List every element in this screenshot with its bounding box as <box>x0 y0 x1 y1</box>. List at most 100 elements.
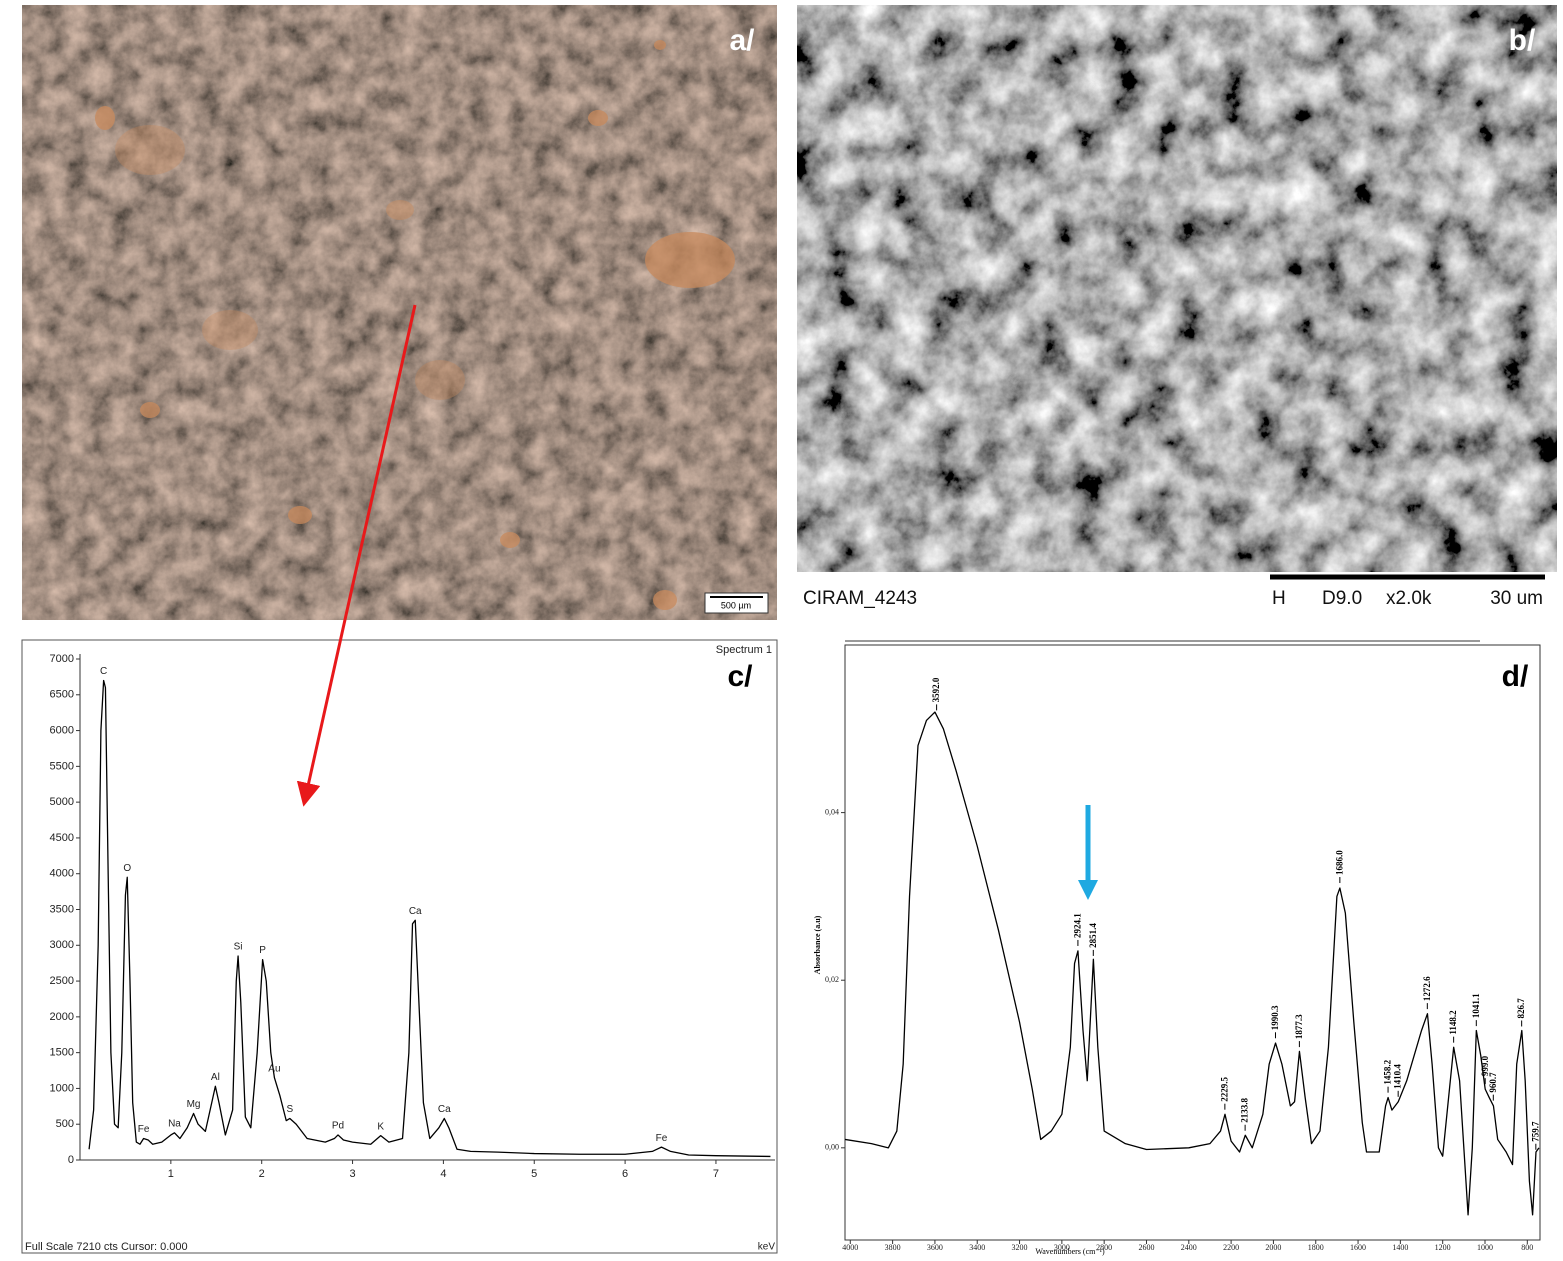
chart-title: Spectrum 1 <box>716 644 772 656</box>
x-tick-label: 2800 <box>1096 1243 1112 1252</box>
x-tick-label: 5 <box>531 1168 537 1180</box>
peak-annotation: C <box>100 666 107 677</box>
x-tick-label: 4000 <box>842 1243 858 1252</box>
x-axis-label: keV <box>758 1242 776 1253</box>
peak-annotation: Ca <box>409 906 422 917</box>
peak-label: 1410.4 <box>1393 1064 1403 1089</box>
spot <box>288 506 312 524</box>
peak-annotation: Na <box>168 1118 181 1129</box>
y-tick-label: 4000 <box>50 868 74 880</box>
panel-label: a/ <box>729 24 755 57</box>
spot <box>588 110 608 126</box>
magnification: x2.0k <box>1386 588 1432 609</box>
peak-label: 2133.8 <box>1240 1097 1250 1122</box>
y-tick-label: 0,04 <box>825 807 839 816</box>
peak-label: 1686.0 <box>1334 850 1344 875</box>
y-tick-label: 4500 <box>50 832 74 844</box>
x-tick-label: 3200 <box>1012 1243 1028 1252</box>
y-tick-label: 2000 <box>50 1011 74 1023</box>
spot <box>140 402 160 418</box>
x-tick-label: 3 <box>349 1168 355 1180</box>
spot <box>202 310 258 350</box>
x-tick-label: 1 <box>168 1168 174 1180</box>
y-tick-label: 1500 <box>50 1047 74 1059</box>
peak-label: 1148.2 <box>1448 1010 1458 1035</box>
panel-label: c/ <box>727 660 753 693</box>
y-tick-label: 0 <box>68 1154 74 1166</box>
spot <box>95 106 115 130</box>
peak-annotation: Fe <box>656 1133 668 1144</box>
x-tick-label: 1600 <box>1350 1243 1366 1252</box>
y-tick-label: 7000 <box>50 653 74 665</box>
peak-label: 960.7 <box>1488 1072 1498 1093</box>
y-axis-label: Absorbance (a.u) <box>813 915 822 974</box>
x-tick-label: 1400 <box>1392 1243 1408 1252</box>
x-tick-label: 6 <box>622 1168 628 1180</box>
peak-annotation: S <box>287 1104 294 1115</box>
x-tick-label: 2600 <box>1138 1243 1154 1252</box>
spot <box>645 232 735 288</box>
panel-label: d/ <box>1502 660 1529 693</box>
spot <box>386 200 414 220</box>
panel-frame <box>21 639 778 1254</box>
x-tick-label: 2 <box>259 1168 265 1180</box>
x-axis-label: Wavenumbers (cm⁻¹) <box>1035 1247 1105 1256</box>
y-tick-label: 3000 <box>50 939 74 951</box>
spectrum-line <box>88 679 771 1158</box>
x-tick-label: 2400 <box>1181 1243 1197 1252</box>
y-tick-label: 6500 <box>50 689 74 701</box>
photo-spots <box>95 40 735 610</box>
peak-annotation: Au <box>268 1063 280 1074</box>
y-tick-label: 5500 <box>50 760 74 772</box>
peak-label: 2924.1 <box>1072 913 1082 938</box>
peak-label: 1877.3 <box>1294 1014 1304 1039</box>
x-tick-label: 2000 <box>1265 1243 1281 1252</box>
distance: D9.0 <box>1322 588 1362 609</box>
x-tick-label: 4 <box>440 1168 446 1180</box>
peak-label: 1990.3 <box>1270 1005 1280 1030</box>
peak-label: 759.7 <box>1530 1121 1540 1142</box>
x-tick-label: 3800 <box>885 1243 901 1252</box>
plot-frame <box>844 644 1541 1241</box>
panel-label: b/ <box>1509 24 1536 57</box>
spot <box>500 532 520 548</box>
x-tick-label: 3600 <box>927 1243 943 1252</box>
scale-bar-label: 500 µm <box>721 600 751 610</box>
peak-label: 1041.1 <box>1471 993 1481 1018</box>
peak-label: 1272.6 <box>1422 976 1432 1001</box>
photo-a: a/ 500 µm <box>22 5 777 620</box>
plots: 0 500 1000 1500 2000 2500 3000 3500 4000 4500 5000… <box>50 653 1541 1252</box>
peak-annotation: O <box>123 863 131 874</box>
y-tick-label: 0,00 <box>825 1143 839 1152</box>
y-tick-label: 3500 <box>50 903 74 915</box>
detector: H <box>1272 588 1286 609</box>
y-tick-label: 1000 <box>50 1082 74 1094</box>
red-arrow <box>296 304 417 807</box>
x-tick-label: 2200 <box>1223 1243 1239 1252</box>
photo-b: b/ CIRAM_4243 H D9.0 x2.0k 30 um <box>797 5 1557 620</box>
peak-label: 3592.0 <box>931 677 941 702</box>
peak-annotation: Ca <box>438 1104 451 1115</box>
y-tick-label: 6000 <box>50 724 74 736</box>
peak-annotation: P <box>259 945 266 956</box>
peak-annotation: Si <box>234 942 243 953</box>
x-tick-label: 1800 <box>1308 1243 1324 1252</box>
x-tick-label: 800 <box>1521 1243 1533 1252</box>
spot <box>654 40 666 50</box>
peak-annotation: Pd <box>332 1121 344 1132</box>
peak-annotation: Fe <box>138 1124 150 1135</box>
peak-label: 1458.2 <box>1383 1059 1393 1084</box>
spot <box>415 360 465 400</box>
peak-label: 2851.4 <box>1088 923 1098 948</box>
y-tick-label: 2500 <box>50 975 74 987</box>
scale-label: 30 um <box>1490 588 1543 609</box>
x-tick-label: 3000 <box>1054 1243 1070 1252</box>
spot <box>653 590 677 610</box>
peak-label: 826.7 <box>1516 998 1526 1019</box>
peak-label: 999.0 <box>1480 1055 1490 1076</box>
photo-texture <box>797 5 1557 572</box>
peak-annotation: Mg <box>187 1099 201 1110</box>
y-tick-label: 500 <box>56 1118 74 1130</box>
